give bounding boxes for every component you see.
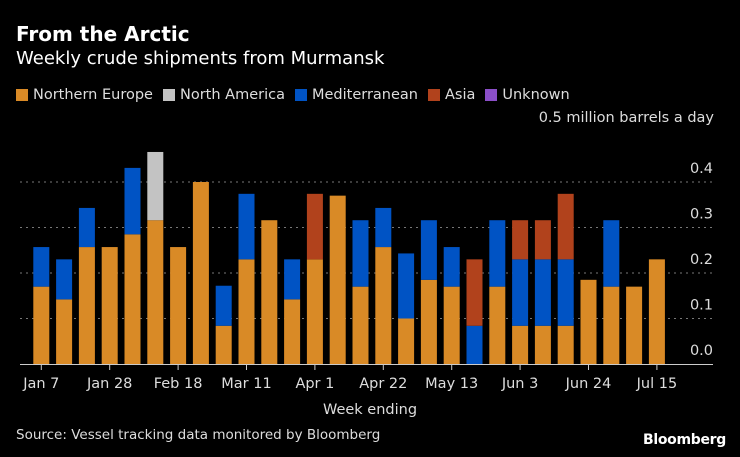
bar-segment-northern-europe (192, 182, 209, 364)
x-tick-label: Jun 3 (501, 376, 539, 392)
legend-swatch (485, 89, 498, 101)
legend-item: Northern Europe (16, 87, 153, 103)
legend-item: North America (162, 87, 285, 103)
legend-item: Mediterranean (294, 87, 418, 103)
legend-label: Unknown (502, 87, 570, 103)
bar-segment-north-america (147, 151, 164, 221)
bar-segment-northern-europe (534, 325, 551, 364)
bar-segment-mediterranean (603, 220, 620, 287)
legend-item: Unknown (485, 87, 570, 103)
x-tick-label: Jan 28 (86, 376, 132, 392)
bar-segment-mediterranean (443, 247, 460, 287)
legend-swatch (294, 89, 307, 101)
bar-segment-asia (306, 193, 323, 260)
bar-segment-northern-europe (420, 279, 437, 364)
y-tick-label: 0.0 (690, 343, 713, 359)
bar-segment-mediterranean (534, 259, 551, 326)
bar-segment-mediterranean (78, 207, 95, 248)
bar-segment-northern-europe (648, 259, 665, 364)
x-tick-label: Mar 11 (221, 376, 271, 392)
bar-segment-mediterranean (398, 253, 415, 319)
bar-segment-northern-europe (215, 325, 232, 364)
bar-segment-mediterranean (284, 259, 301, 300)
x-tick-label: Apr 22 (359, 376, 407, 392)
bar-segment-northern-europe (329, 195, 346, 364)
bar-segment-asia (512, 220, 529, 260)
bar-segment-northern-europe (512, 325, 529, 364)
x-tick-label: Jul 15 (636, 376, 678, 392)
y-tick-label: 0.2 (690, 252, 713, 268)
y-axis-unit-label: 0.5 million barrels a day (538, 110, 714, 126)
bar-segment-northern-europe (147, 220, 164, 364)
legend-label: North America (179, 87, 285, 103)
bar-segment-northern-europe (170, 247, 187, 364)
bar-segment-northern-europe (443, 286, 460, 364)
bar-segment-northern-europe (284, 299, 301, 364)
chart-subtitle: Weekly crude shipments from Murmansk (16, 48, 385, 69)
y-tick-label: 0.1 (690, 298, 713, 314)
bar-segment-northern-europe (603, 286, 620, 364)
legend-label: Asia (444, 87, 476, 103)
bar-segment-northern-europe (375, 247, 392, 364)
legend: Northern Europe North America Mediterranea… (16, 87, 570, 103)
bar-segment-northern-europe (261, 220, 278, 364)
legend-swatch (162, 89, 175, 101)
bar-segment-mediterranean (375, 207, 392, 248)
bar-segment-mediterranean (124, 167, 141, 235)
y-tick-label: 0.4 (690, 161, 713, 177)
legend-swatch (16, 89, 28, 101)
y-tick-label: 0.3 (690, 207, 713, 223)
legend-label: Northern Europe (33, 87, 153, 103)
bar-segment-northern-europe (489, 286, 506, 364)
bar-segment-northern-europe (306, 259, 323, 364)
x-tick-label: Jan 7 (22, 376, 59, 392)
bar-segment-asia (534, 220, 551, 260)
bar-segment-northern-europe (557, 325, 574, 364)
bar-segment-northern-europe (124, 234, 141, 364)
x-tick-label: Feb 18 (154, 376, 203, 392)
bar-segment-mediterranean (33, 247, 50, 287)
bar-segment-mediterranean (466, 325, 483, 364)
legend-item: Asia (427, 87, 476, 103)
bar-segment-mediterranean (215, 285, 232, 326)
bloomberg-logo: Bloomberg (642, 432, 726, 448)
x-axis-title: Week ending (323, 402, 417, 418)
legend-label: Mediterranean (311, 87, 418, 103)
bar-segment-northern-europe (398, 318, 415, 364)
bar-segment-mediterranean (557, 259, 574, 326)
bar-segment-mediterranean (420, 220, 437, 280)
bar-segment-northern-europe (101, 247, 118, 364)
bar-segment-mediterranean (489, 220, 506, 287)
bar-segment-asia (466, 259, 483, 326)
source-note: Source: Vessel tracking data monitored b… (16, 427, 381, 443)
bar-segment-mediterranean (352, 220, 369, 287)
bar-segment-northern-europe (56, 299, 73, 364)
bar-segment-northern-europe (626, 286, 643, 364)
bar-segment-northern-europe (352, 286, 369, 364)
legend-swatch (427, 89, 440, 101)
bar-segment-mediterranean (238, 193, 255, 260)
bar-segment-northern-europe (78, 247, 95, 364)
bar-segment-northern-europe (238, 259, 255, 364)
bar-segment-northern-europe (33, 286, 50, 364)
bar-segment-mediterranean (56, 259, 73, 300)
bar-segment-northern-europe (580, 279, 597, 364)
x-tick-label: May 13 (425, 376, 478, 392)
x-tick-label: Apr 1 (295, 376, 334, 392)
chart-title: From the Arctic (16, 22, 190, 46)
bar-segment-asia (557, 193, 574, 260)
bar-segment-mediterranean (512, 259, 529, 326)
x-tick-label: Jun 24 (565, 376, 612, 392)
